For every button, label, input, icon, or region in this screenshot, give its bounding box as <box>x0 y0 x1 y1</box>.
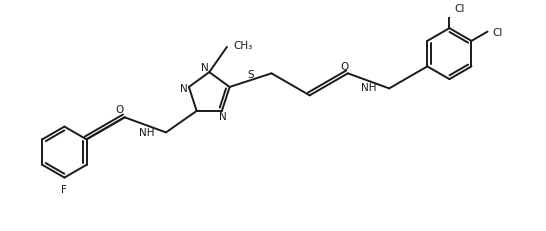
Text: O: O <box>341 61 349 72</box>
Text: Cl: Cl <box>492 27 502 37</box>
Text: N: N <box>201 63 209 73</box>
Text: NH: NH <box>361 83 376 93</box>
Text: Cl: Cl <box>454 4 465 14</box>
Text: S: S <box>247 70 254 80</box>
Text: O: O <box>116 105 124 115</box>
Text: CH₃: CH₃ <box>233 40 253 50</box>
Text: N: N <box>218 112 227 122</box>
Text: F: F <box>62 184 67 194</box>
Text: N: N <box>180 84 187 94</box>
Text: NH: NH <box>139 127 154 137</box>
